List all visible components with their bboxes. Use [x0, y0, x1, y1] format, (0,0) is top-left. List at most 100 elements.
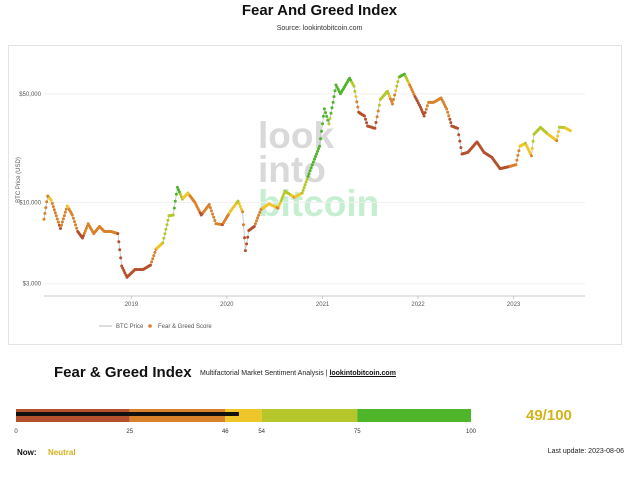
score-point [448, 117, 452, 121]
score-point [165, 223, 169, 227]
score-point [568, 129, 572, 133]
score-point [308, 169, 312, 173]
score-point [176, 188, 180, 192]
score-point [171, 213, 175, 217]
score-point [517, 149, 521, 153]
x-axis-ticks: 2019 2020 2021 2022 2023 [125, 296, 521, 308]
score-point [84, 227, 88, 230]
score-point [61, 217, 65, 221]
score-point [307, 172, 311, 176]
score-point [377, 103, 381, 107]
score-point [277, 204, 281, 208]
score-point [447, 114, 451, 118]
score-point [393, 93, 397, 97]
score-point [83, 229, 87, 233]
score-point [388, 94, 391, 98]
score-point [409, 85, 413, 89]
score-point [152, 254, 156, 258]
score-point [281, 194, 285, 198]
fear-greed-chart[interactable]: look into bitcoin BTC Price (USD) $3,000… [0, 0, 639, 345]
score-point [280, 197, 284, 200]
score-point [411, 90, 415, 94]
score-point [326, 118, 330, 122]
score-point [322, 107, 326, 111]
score-point [236, 199, 240, 203]
score-point [301, 188, 305, 192]
score-point [319, 137, 322, 141]
score-point [208, 206, 212, 210]
score-point [149, 263, 152, 267]
score-point [70, 213, 74, 217]
score-point [243, 249, 247, 253]
score-point [321, 122, 324, 126]
score-point [333, 89, 337, 93]
score-point [310, 163, 314, 167]
score-point [207, 203, 211, 206]
score-point [363, 114, 366, 118]
score-point [305, 177, 309, 181]
watermark-line-3: bitcoin [258, 183, 379, 224]
score-point [356, 105, 360, 109]
score-point [390, 99, 393, 103]
y-tick-label: $3,000 [23, 282, 42, 288]
y-tick-label: $50,000 [19, 92, 41, 98]
score-point [82, 231, 86, 235]
score-point [255, 219, 258, 223]
score-point [177, 190, 181, 194]
chart-legend[interactable]: BTC Price Fear & Greed Score [99, 324, 212, 330]
score-point [313, 157, 316, 161]
score-point [422, 114, 426, 118]
score-point [258, 210, 262, 214]
score-point [252, 225, 256, 228]
score-point [300, 191, 304, 195]
y-tick-label: $10,000 [19, 200, 41, 206]
score-point [52, 208, 56, 212]
score-point [395, 84, 399, 88]
score-point [212, 215, 216, 219]
score-point [241, 210, 245, 214]
score-point [309, 166, 313, 170]
legend-score-label[interactable]: Fear & Greed Score [158, 324, 212, 330]
score-point [412, 92, 416, 96]
score-point [178, 192, 182, 196]
score-point [353, 89, 357, 93]
sentiment-gauge: 0 25 46 54 75 100 [14, 409, 477, 435]
score-point [316, 149, 319, 153]
score-point [56, 220, 60, 224]
score-point [392, 98, 395, 101]
score-point [150, 260, 154, 264]
score-point [352, 84, 356, 88]
x-tick-label: 2023 [507, 302, 521, 308]
score-point [514, 163, 518, 167]
score-point [60, 220, 64, 224]
legend-price-label[interactable]: BTC Price [116, 324, 144, 330]
score-point [456, 126, 460, 130]
sentiment-status: Neutral [48, 448, 76, 457]
score-point [118, 248, 122, 252]
score-point [116, 232, 120, 236]
gauge-tick-label: 75 [354, 429, 361, 435]
score-point [327, 122, 331, 126]
score-point [279, 199, 283, 203]
score-point [282, 192, 286, 196]
score-point [529, 154, 533, 158]
score-point [62, 214, 66, 218]
score-point [332, 95, 336, 99]
score-point [459, 146, 463, 150]
score-point [63, 210, 67, 214]
score-point [75, 226, 79, 230]
legend-score-swatch [148, 324, 152, 328]
x-tick-label: 2019 [125, 302, 139, 308]
gauge-tick-label: 0 [14, 429, 18, 435]
score-point [122, 269, 126, 272]
score-point [164, 227, 168, 231]
score-point [330, 106, 334, 110]
score-point [394, 89, 398, 93]
score-point [243, 236, 246, 240]
gauge-tick-label: 100 [466, 429, 477, 435]
score-point [387, 92, 390, 96]
site-link[interactable]: lookintobitcoin.com [329, 370, 396, 377]
score-point [516, 153, 520, 157]
score-point [318, 144, 321, 148]
score-point [257, 213, 261, 217]
